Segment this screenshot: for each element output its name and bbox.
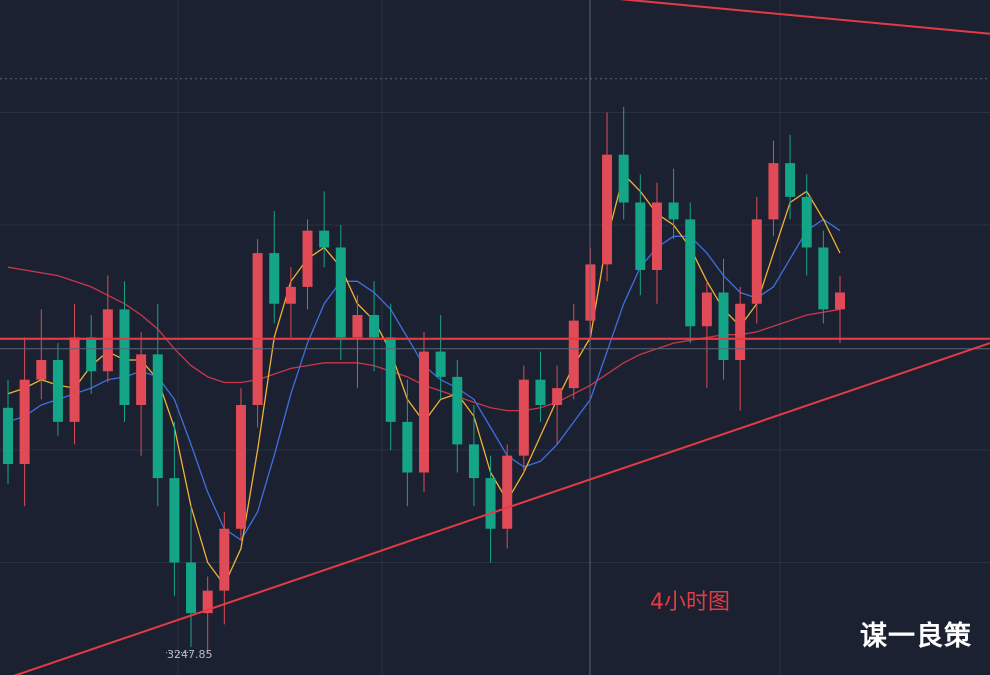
candle-body-19 [319,230,330,248]
candle-body-43 [718,292,729,360]
candle-body-49 [818,247,829,310]
candle-body-42 [701,292,712,327]
candle-body-26 [435,351,446,377]
candle-body-16 [269,253,280,304]
candle-body-15 [252,253,263,405]
candle-body-31 [518,379,529,456]
candle-body-2 [36,360,47,380]
candle-body-7 [119,309,130,405]
candle-body-23 [385,337,396,422]
candle-body-46 [768,163,779,220]
candle-body-17 [285,286,296,304]
candle-body-20 [335,247,346,338]
candle-body-38 [635,202,646,270]
candle-body-6 [102,309,113,372]
candle-body-3 [52,360,63,422]
candle-body-27 [452,376,463,445]
candle-body-28 [468,444,479,479]
candle-body-48 [801,196,812,248]
candle-body-13 [219,528,230,591]
candle-body-30 [502,455,513,529]
candle-body-0 [3,407,13,465]
resistance-trendline [619,0,990,35]
candle-body-44 [735,303,746,360]
candle-body-33 [552,388,563,405]
candle-body-1 [19,379,30,465]
candle-body-9 [152,354,163,479]
candle-body-18 [302,230,313,287]
candle-body-8 [136,354,147,405]
candle-body-29 [485,478,496,529]
candle-body-10 [169,478,180,563]
candle-body-12 [202,590,213,614]
candle-body-50 [835,292,845,310]
candle-body-47 [785,163,796,197]
candles [3,106,845,653]
candle-body-41 [685,219,696,327]
candle-body-39 [651,202,662,270]
candle-body-25 [419,351,429,473]
candle-body-36 [602,154,613,265]
candle-body-45 [751,219,762,304]
candle-body-11 [186,562,197,614]
candle-body-14 [235,405,246,529]
candle-body-21 [352,315,363,338]
watermark-text: 谋一良策 [860,621,972,652]
timeframe-label: 4小时图 [650,590,730,615]
candle-body-40 [668,202,679,220]
candle-body-32 [535,379,546,405]
candle-body-22 [369,315,380,338]
support-trendline [13,342,990,675]
candle-body-24 [402,421,413,473]
candle-body-37 [618,154,629,203]
candle-body-34 [568,320,579,389]
low-price-label: 3247.85 [167,648,213,661]
candle-body-5 [86,337,97,372]
candle-body-4 [69,337,80,422]
